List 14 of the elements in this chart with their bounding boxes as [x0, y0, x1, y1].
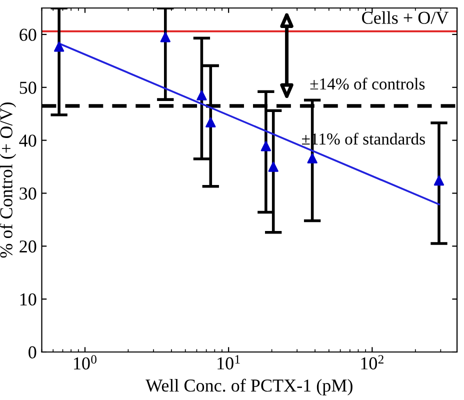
- y-tick-label: 50: [20, 82, 36, 94]
- x-tick-label: 10$^{1}$: [218, 355, 240, 370]
- x-tick-label: 10$^{0}$: [74, 355, 96, 370]
- y-tick-label: 60: [20, 28, 36, 41]
- y-tick-label: 40: [19, 134, 36, 147]
- annotation: ±14% of controls: [310, 78, 425, 90]
- y-tick-label: 30: [20, 187, 36, 200]
- x-axis-title: Well Conc. of PCTX-1 (pM): [146, 378, 352, 396]
- y-tick-label: 10: [20, 293, 36, 306]
- y-tick-label: 20: [20, 240, 36, 253]
- y-tick-label: 0: [28, 346, 36, 358]
- y-axis-title: % of Control (+ O/V): [0, 102, 16, 258]
- x-tick-label: 10$^{2}$: [361, 355, 384, 370]
- ref-line-label: Cells + O/V: [362, 11, 449, 24]
